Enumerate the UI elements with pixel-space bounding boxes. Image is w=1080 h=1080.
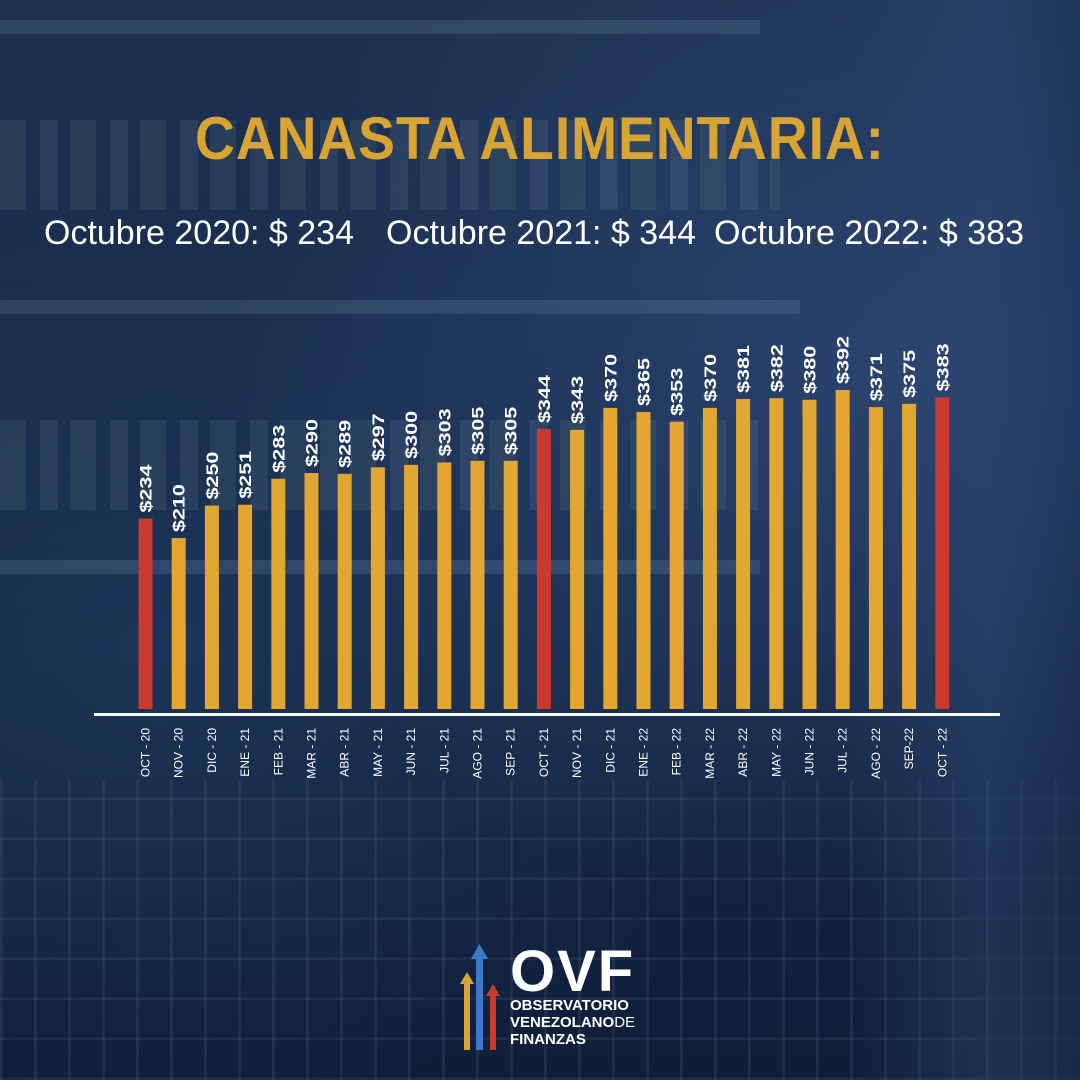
tick-label: JUN - 21 [404,728,418,776]
tick-label: DIC - 21 [603,728,617,773]
tick-label: MAR - 22 [703,728,717,779]
bar [304,473,319,709]
bar [902,403,917,709]
data-label: $365 [635,358,654,406]
bar [138,518,153,709]
tick-label: ENE - 21 [238,728,252,777]
shopper-decoration [850,0,1080,1080]
bar [437,462,452,709]
data-label: $251 [236,451,255,499]
bar [736,398,751,709]
data-label: $297 [369,413,388,461]
tick-label: DIC - 20 [205,728,219,773]
bar [603,407,618,709]
arrows-icon [460,944,500,1050]
data-label: $383 [933,343,952,391]
shelf-decoration [0,20,760,34]
tick-label: OCT - 22 [935,728,949,777]
tick-label: ABR - 22 [736,728,750,777]
bar [470,460,485,709]
bar [404,464,419,709]
bar [868,407,883,709]
tick-label: SEP-22 [902,728,916,770]
data-label: $375 [900,350,919,398]
bar [669,421,684,709]
data-label: $283 [269,425,288,473]
tick-label: FEB - 22 [670,728,684,776]
logo-line-1: OBSERVATORIO [510,997,629,1014]
data-label: $305 [502,407,521,455]
bar [935,397,950,709]
logo-ovf-text: OVF [510,939,636,1004]
bar [204,505,219,709]
tick-label: MAR - 21 [305,728,319,779]
bar [171,538,186,709]
bar [238,504,253,709]
data-label: $289 [336,420,355,468]
bar [536,429,551,709]
subtitle-oct-2022: Octubre 2022: $ 383 [714,214,1025,252]
bar [636,411,651,709]
data-label: $382 [767,344,786,392]
data-label: $380 [801,346,820,394]
logo-line-3: FINANZAS [510,1031,586,1048]
data-label: $353 [668,368,687,416]
tick-label: OCT - 20 [139,728,153,777]
bar [337,473,352,709]
bar [370,467,385,709]
bar [769,398,784,709]
bar [570,429,585,709]
bottles-decoration [0,120,780,210]
data-label: $370 [701,354,720,402]
tick-label: NOV - 21 [570,728,584,778]
bar [802,399,817,709]
subtitle-oct-2021: Octubre 2021: $ 344 [386,214,697,252]
tick-label: AGO - 21 [471,728,485,779]
tick-label: AGO - 22 [869,728,883,779]
tick-label: SEP - 21 [504,728,518,776]
logo-line-2a: VENEZOLANO [510,1014,615,1031]
bar [702,407,717,709]
tick-label: FEB - 21 [271,728,285,776]
data-label: $344 [535,374,554,423]
tick-label: MAY - 21 [371,728,385,777]
bar [835,390,850,709]
data-label: $250 [203,452,222,500]
tick-label: MAY - 22 [769,728,783,777]
data-label: $392 [834,336,853,384]
data-label: $290 [303,419,322,467]
tick-label: ABR - 21 [338,728,352,777]
data-label: $234 [137,464,156,513]
logo-line-2b: DE [614,1014,636,1031]
tick-label: ENE - 22 [637,728,651,777]
tick-label: NOV - 20 [172,728,186,778]
data-label: $305 [469,407,488,455]
data-label: $381 [734,345,753,393]
chart-title: CANASTA ALIMENTARIA: [195,105,885,172]
bar [271,478,286,709]
tick-label: JUN - 22 [803,728,817,776]
data-label: $303 [435,408,454,456]
data-label: $370 [601,354,620,402]
data-label: $210 [170,484,189,532]
ovf-logo: OVF OBSERVATORIO VENEZOLANODE FINANZAS [460,939,660,1054]
tick-label: JUL - 22 [836,728,850,773]
tick-label: OCT - 21 [537,728,551,777]
bar [503,460,518,709]
logo-line-2: VENEZOLANODE [510,1014,635,1031]
shelf-decoration [0,300,800,314]
data-label: $371 [867,353,886,401]
subtitle-oct-2020: Octubre 2020: $ 234 [44,214,355,252]
data-label: $343 [568,376,587,424]
data-label: $300 [402,411,421,459]
tick-label: JUL - 21 [437,728,451,773]
